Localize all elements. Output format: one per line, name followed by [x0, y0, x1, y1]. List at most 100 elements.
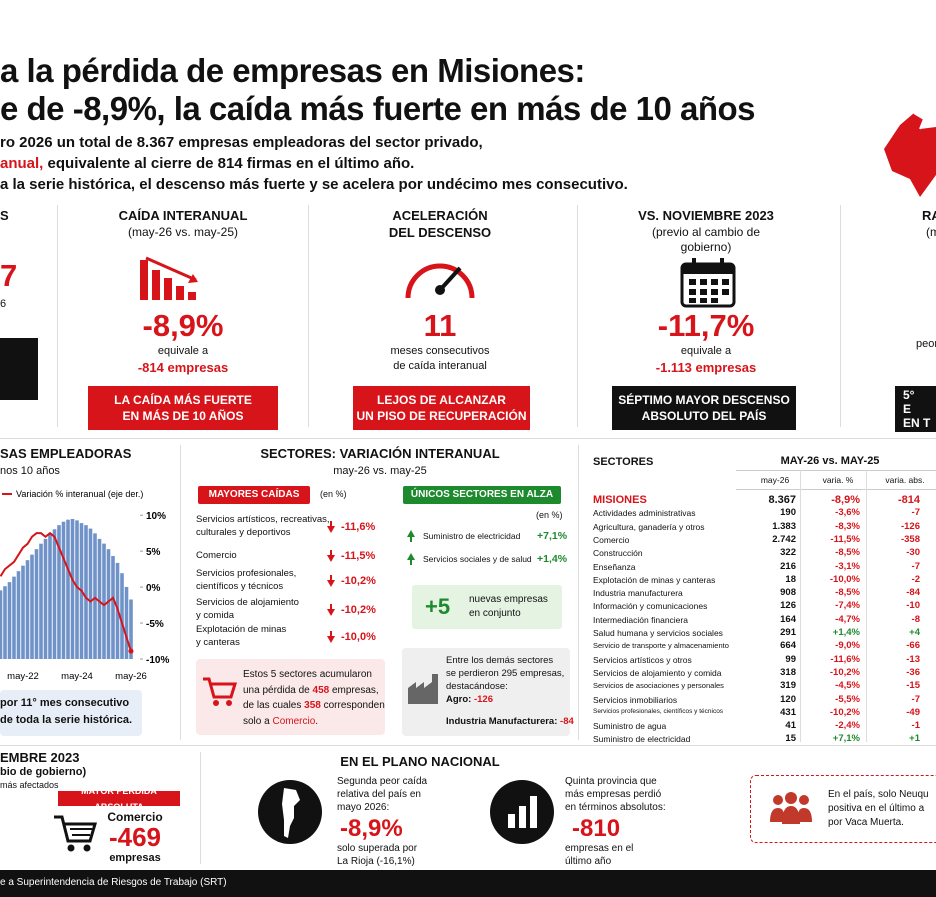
net-text: nuevas empresas: [469, 594, 548, 605]
table-rule: [800, 470, 801, 742]
agro-value: -126: [473, 694, 493, 705]
detail: meses consecutivos: [390, 345, 490, 357]
bar: [93, 533, 97, 659]
title: SAS EMPLEADORAS: [0, 446, 132, 461]
right-foot: empresas en el: [565, 843, 634, 854]
down-arrow-stem: [330, 520, 332, 527]
row-label: Servicio de transporte y almacenamiento: [593, 641, 729, 651]
summary: una pérdida de: [243, 684, 313, 696]
sector: Comercio: [107, 810, 163, 824]
falls-unit: (en %): [320, 489, 347, 499]
badge: SÉPTIMO MAYOR DESCENSO: [618, 393, 790, 407]
row-label: Servicios profesionales, científicos y t…: [593, 707, 724, 715]
bar: [124, 586, 129, 659]
sector-name: Comercio: [196, 550, 237, 561]
row-label: Servicios inmobiliarios: [593, 694, 678, 705]
down-arrow: [327, 555, 335, 562]
big: 7: [0, 258, 18, 293]
intro-line2-highlight: anual,: [0, 155, 44, 172]
title: RA: [922, 208, 936, 223]
bar: [75, 520, 79, 659]
cell: -84: [906, 587, 920, 599]
bar: [84, 525, 88, 659]
intro-line2-rest: equivalente al cierre de 814 firmas en e…: [43, 155, 415, 172]
row-label: Salud humana y servicios sociales: [593, 628, 723, 638]
gauge-icon: [405, 263, 475, 299]
down-arrow: [327, 579, 335, 587]
cell: 2.742: [772, 533, 796, 545]
big: -8,9%: [142, 308, 224, 343]
bar: [66, 519, 70, 659]
badge: LEJOS DE ALCANZAR: [377, 393, 506, 407]
end-point: [128, 648, 134, 654]
cell: -8,5%: [835, 587, 860, 599]
badge: EN MÁS DE 10 AÑOS: [122, 409, 244, 423]
detail: -814 empresas: [137, 360, 229, 375]
cell: -2,4%: [835, 720, 860, 732]
bar: [48, 534, 52, 659]
cell: -11,6%: [830, 653, 860, 665]
sector-value: -10,0%: [341, 630, 376, 643]
factory-icon: [408, 674, 438, 704]
cell: 126: [780, 600, 796, 612]
cell: -66: [906, 640, 920, 652]
cell: +1,4%: [832, 627, 860, 638]
title: EMBRE 2023: [0, 750, 80, 765]
summary: empresas,: [329, 684, 379, 696]
y2-tick-label: 0%: [146, 583, 161, 594]
subtitle: bio de gobierno): [0, 766, 87, 778]
title: DEL DESCENSO: [388, 225, 492, 240]
title: ACELERACIÓN: [392, 208, 488, 223]
title: SECTORES: VARIACIÓN INTERANUAL: [260, 446, 500, 461]
column-header: varia. %: [822, 475, 854, 485]
badge: LA CAÍDA MÁS FUERTE EN MÁS DE 10 AÑOS: [88, 386, 278, 430]
row-label: Enseñanza: [593, 561, 636, 572]
sector-name: y comida: [196, 610, 235, 621]
row-label: Explotación de minas y canteras: [593, 574, 716, 585]
down-arrow-stem: [330, 603, 332, 610]
subtitle: nos 10 años: [0, 465, 60, 477]
cell: -10,0%: [829, 573, 860, 585]
note: En el país, solo Neuqu: [828, 789, 929, 800]
cell: -9,0%: [835, 640, 860, 652]
row-label: Suministro de electricidad: [593, 734, 691, 745]
sector-name: Servicios artísticos, recreativas,: [196, 514, 330, 525]
badge: [0, 338, 38, 400]
badge: ABSOLUTO DEL PAÍS: [641, 409, 767, 423]
unit: empresas: [109, 852, 161, 864]
note: positiva en el último a: [828, 803, 925, 814]
down-arrow: [327, 608, 335, 616]
y2-tick-label: 10%: [146, 511, 166, 522]
summary: solo a: [243, 715, 273, 727]
badge: LEJOS DE ALCANZAR UN PISO DE RECUPERACIÓN: [353, 386, 530, 430]
badge: LA CAÍDA MÁS FUERTE: [114, 393, 252, 407]
bar: [88, 528, 93, 659]
sector-name: Servicios de alojamiento: [196, 597, 299, 608]
cell: 41: [785, 720, 796, 732]
cell: 291: [780, 627, 796, 638]
footer: e a Superintendencia de Riesgos de Traba…: [0, 877, 227, 888]
sector-name: Servicios profesionales,: [196, 568, 297, 579]
big: 11: [423, 308, 457, 343]
cell: 15: [785, 733, 796, 745]
row-label: Construcción: [593, 548, 643, 559]
falls-label: MAYORES CAÍDAS: [198, 486, 310, 504]
industry-label: Industria Manufacturera:: [446, 716, 561, 727]
rises-unit: (en %): [536, 510, 563, 520]
cell: -4,7%: [835, 613, 860, 625]
bar: [43, 538, 48, 659]
bars-icon: [490, 780, 554, 844]
bar: [3, 586, 7, 659]
cell: +1: [909, 733, 920, 745]
left-big: -8,9%: [340, 815, 403, 842]
subtitle: gobierno): [680, 240, 732, 254]
bar: [102, 543, 106, 659]
row-label: Servicios de asociaciones y personales: [593, 681, 724, 691]
group: MAY-26 vs. MAY-25: [780, 455, 880, 467]
rises-label: ÚNICOS SECTORES EN ALZA: [403, 486, 561, 504]
cell: -5,5%: [835, 693, 860, 705]
badge: 5°: [903, 388, 915, 402]
subtitle: (may-26 vs. may-25): [127, 225, 239, 239]
title: CAÍDA INTERANUAL: [118, 208, 248, 223]
title: S: [0, 208, 9, 223]
